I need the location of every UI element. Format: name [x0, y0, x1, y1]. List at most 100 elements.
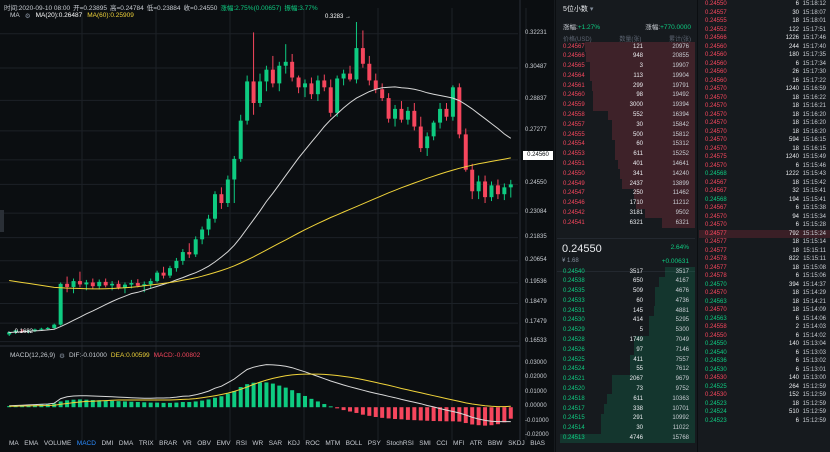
price-cell: 0.24521 — [563, 376, 585, 383]
price-tick: 0.24550 — [525, 180, 547, 187]
ask-row[interactable]: 0.24559 3000 19394 — [557, 100, 695, 111]
bid-row[interactable]: 0.24525 411 7557 — [557, 355, 695, 365]
ask-row[interactable]: 0.24547 250 11462 — [557, 188, 695, 199]
macd-bar — [476, 407, 481, 426]
candle-body — [502, 187, 507, 195]
indicator-tab-mtm[interactable]: MTM — [325, 440, 341, 447]
ask-row[interactable]: 0.24561 299 19791 — [557, 81, 695, 91]
indicator-tab-sar[interactable]: SAR — [268, 440, 283, 447]
ask-row[interactable]: 0.24541 6321 6321 — [557, 218, 695, 229]
ask-row[interactable]: 0.24567 121 20976 — [557, 42, 695, 52]
bid-row[interactable]: 0.24535 509 4676 — [557, 286, 695, 297]
trade-row: 0.24570 1240 15:16:59 — [699, 85, 830, 94]
ask-row[interactable]: 0.24553 611 15252 — [557, 149, 695, 160]
indicator-tab-emv[interactable]: EMV — [216, 440, 231, 447]
bid-row[interactable]: 0.24533 60 4736 — [557, 296, 695, 307]
indicator-tab-stochrsi[interactable]: StochRSI — [386, 440, 414, 447]
indicator-tab-dmi[interactable]: DMI — [101, 440, 114, 447]
indicator-tab-ma[interactable]: MA — [9, 440, 19, 447]
macd-settings-icon[interactable]: ⚙ — [59, 353, 65, 360]
ask-row[interactable]: 0.24557 30 15842 — [557, 120, 695, 131]
trade-amount: 510 — [788, 409, 799, 415]
bid-row[interactable]: 0.24518 611 10363 — [557, 394, 695, 405]
bid-row[interactable]: 0.24526 97 7146 — [557, 345, 695, 356]
ask-row[interactable]: 0.24566 948 20855 — [557, 51, 695, 62]
trade-row: 0.24570 18 15:16:20 — [699, 119, 830, 128]
bid-row[interactable]: 0.24513 4746 15768 — [557, 433, 695, 444]
bid-row[interactable]: 0.24529 5 5300 — [557, 325, 695, 336]
bid-row[interactable]: 0.24515 291 10992 — [557, 413, 695, 424]
bid-row[interactable]: 0.24521 2067 9679 — [557, 374, 695, 385]
indicator-tab-brar[interactable]: BRAR — [159, 440, 178, 447]
indicator-tab-trix[interactable]: TRIX — [138, 440, 154, 447]
ask-row[interactable]: 0.24546 1710 11212 — [557, 198, 695, 209]
kline-chart-panel[interactable]: 时间:2020-09-10 08:00 开=0.23895 高=0.24784 … — [0, 0, 554, 452]
indicator-tab-rsi[interactable]: RSI — [236, 440, 247, 447]
price-tick: 0.32231 — [525, 29, 547, 36]
trade-row: 0.24550 6 15:18:12 — [699, 0, 830, 9]
depth-bar — [634, 345, 695, 356]
indicator-tab-wr[interactable]: WR — [252, 440, 264, 447]
indicator-tab-volume[interactable]: VOLUME — [43, 440, 72, 447]
indicator-tab-macd[interactable]: MACD — [76, 440, 96, 447]
trade-time: 15:18:01 — [802, 18, 826, 24]
trade-amount: 2 — [795, 324, 799, 330]
ask-row[interactable]: 0.24550 341 14240 — [557, 169, 695, 180]
candle-body — [129, 283, 134, 285]
indicator-tab-atr[interactable]: ATR — [469, 440, 483, 447]
macd-bar — [444, 407, 449, 422]
total-cell: 19791 — [672, 82, 689, 89]
depth-bar — [612, 120, 695, 131]
ask-row[interactable]: 0.24554 60 15312 — [557, 139, 695, 150]
left-resize-handle[interactable] — [0, 210, 4, 232]
indicator-tab-cci[interactable]: CCI — [436, 440, 448, 447]
indicator-tab-ema[interactable]: EMA — [24, 440, 39, 447]
trade-time: 15:15:11 — [803, 256, 826, 262]
bid-row[interactable]: 0.24520 73 9752 — [557, 384, 695, 395]
ask-row[interactable]: 0.24564 113 19904 — [557, 71, 695, 82]
indicator-tab-skdj[interactable]: SKDJ — [508, 440, 525, 447]
trade-row: 0.24570 18 15:14:09 — [699, 306, 830, 315]
indicator-tab-kdj[interactable]: KDJ — [287, 440, 300, 447]
trade-row: 0.24570 394 15:14:37 — [699, 281, 830, 290]
indicator-tab-bbw[interactable]: BBW — [487, 440, 503, 447]
indicator-tab-boll[interactable]: BOLL — [345, 440, 363, 447]
ask-row[interactable]: 0.24549 2437 13899 — [557, 179, 695, 189]
ask-row[interactable]: 0.24555 500 15812 — [557, 130, 695, 140]
bid-row[interactable]: 0.24530 414 5295 — [557, 315, 695, 326]
ask-row[interactable]: 0.24560 98 19492 — [557, 90, 695, 101]
kline-chart[interactable] — [0, 0, 554, 452]
indicator-tab-dma[interactable]: DMA — [118, 440, 134, 447]
bid-row[interactable]: 0.24524 55 7612 — [557, 364, 695, 375]
indicator-tab-psy[interactable]: PSY — [367, 440, 381, 447]
indicator-tab-roc[interactable]: ROC — [305, 440, 320, 447]
bid-row[interactable]: 0.24514 30 11022 — [557, 423, 695, 434]
ma-settings-icon[interactable]: ⚙ — [24, 13, 31, 20]
bid-row[interactable]: 0.24531 145 4881 — [557, 306, 695, 316]
indicator-tab-vr[interactable]: VR — [182, 440, 192, 447]
ask-row[interactable]: 0.24551 401 14641 — [557, 159, 695, 170]
macd-bar — [110, 400, 115, 408]
trade-row: 0.24536 6 15:13:02 — [699, 357, 830, 366]
price-cell: 0.24560 — [563, 92, 585, 99]
trade-price: 0.24570 — [705, 213, 727, 220]
ask-row[interactable]: 0.24542 3181 9502 — [557, 208, 695, 219]
indicator-tab-obv[interactable]: OBV — [197, 440, 211, 447]
indicator-tab-smi[interactable]: SMI — [419, 440, 431, 447]
trade-price: 0.24550 — [705, 1, 727, 7]
ask-row[interactable]: 0.24565 3 19907 — [557, 61, 695, 72]
trade-price: 0.24555 — [705, 18, 727, 24]
precision-dropdown[interactable]: 5位小数 ▾ — [563, 4, 593, 14]
bid-row[interactable]: 0.24517 338 10701 — [557, 404, 695, 414]
total-cell: 20855 — [672, 53, 689, 60]
bid-row[interactable]: 0.24538 650 4167 — [557, 276, 695, 287]
ask-row[interactable]: 0.24558 552 16394 — [557, 110, 695, 121]
macd-bar — [71, 399, 76, 408]
candle-body — [335, 78, 340, 113]
bid-row[interactable]: 0.24528 1749 7049 — [557, 335, 695, 346]
macd-bar — [187, 402, 192, 408]
bid-row[interactable]: 0.24540 3517 3517 — [557, 267, 695, 277]
indicator-tab-bias[interactable]: BIAS — [530, 440, 546, 447]
trade-price: 0.24577 — [705, 247, 727, 254]
indicator-tab-mfi[interactable]: MFI — [453, 440, 465, 447]
